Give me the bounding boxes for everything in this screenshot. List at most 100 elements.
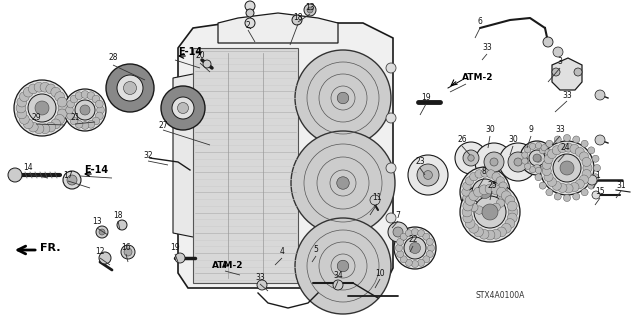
Circle shape — [535, 167, 541, 174]
Circle shape — [460, 182, 520, 242]
Circle shape — [484, 152, 504, 172]
Circle shape — [508, 207, 518, 217]
Circle shape — [386, 113, 396, 123]
Text: 24: 24 — [560, 144, 570, 152]
Circle shape — [58, 103, 68, 113]
Circle shape — [592, 174, 599, 181]
Text: 13: 13 — [305, 4, 315, 12]
Circle shape — [582, 157, 591, 167]
Circle shape — [491, 229, 501, 239]
Circle shape — [485, 230, 495, 240]
Circle shape — [554, 136, 561, 143]
Text: ATM-2: ATM-2 — [212, 261, 244, 270]
Text: 3: 3 — [557, 57, 563, 66]
Circle shape — [529, 143, 536, 150]
Circle shape — [455, 142, 487, 174]
Circle shape — [92, 117, 100, 125]
Circle shape — [482, 204, 498, 220]
Circle shape — [564, 143, 573, 152]
Polygon shape — [552, 58, 582, 90]
Circle shape — [592, 191, 600, 199]
Circle shape — [17, 109, 27, 119]
Circle shape — [418, 230, 424, 237]
Text: 11: 11 — [372, 194, 381, 203]
Text: 31: 31 — [616, 181, 626, 189]
Circle shape — [563, 195, 570, 202]
Circle shape — [575, 180, 584, 189]
Circle shape — [499, 194, 508, 202]
Circle shape — [462, 188, 470, 196]
Circle shape — [388, 222, 408, 242]
Circle shape — [462, 207, 472, 217]
Circle shape — [57, 109, 67, 119]
Circle shape — [87, 92, 95, 100]
Circle shape — [423, 233, 430, 240]
Circle shape — [460, 167, 510, 217]
Circle shape — [588, 182, 595, 189]
Circle shape — [535, 155, 542, 162]
Text: 12: 12 — [95, 248, 105, 256]
Circle shape — [474, 187, 483, 197]
Circle shape — [553, 154, 581, 182]
Circle shape — [51, 119, 61, 129]
Circle shape — [474, 196, 506, 228]
Circle shape — [554, 193, 561, 200]
Circle shape — [501, 191, 511, 201]
Text: ATM-2: ATM-2 — [462, 73, 493, 83]
Circle shape — [70, 117, 78, 125]
Circle shape — [500, 188, 508, 196]
Circle shape — [547, 150, 557, 159]
Circle shape — [337, 260, 349, 272]
Circle shape — [95, 100, 103, 108]
Circle shape — [34, 124, 44, 134]
Text: E-14: E-14 — [178, 47, 202, 57]
Circle shape — [99, 252, 111, 264]
Circle shape — [592, 155, 599, 162]
Circle shape — [541, 145, 547, 151]
Circle shape — [497, 227, 506, 237]
Circle shape — [508, 213, 517, 223]
Circle shape — [17, 97, 27, 107]
Text: 30: 30 — [508, 136, 518, 145]
Circle shape — [64, 89, 106, 131]
Circle shape — [595, 90, 605, 100]
Circle shape — [55, 92, 65, 101]
Text: 2: 2 — [246, 21, 250, 31]
Circle shape — [499, 182, 508, 190]
Bar — [193, 48, 298, 283]
Circle shape — [505, 219, 515, 228]
Text: 33: 33 — [555, 125, 565, 135]
Circle shape — [475, 143, 513, 181]
Circle shape — [426, 238, 433, 245]
Circle shape — [588, 147, 595, 154]
Circle shape — [46, 84, 56, 94]
Circle shape — [553, 47, 563, 57]
Circle shape — [19, 92, 29, 101]
Circle shape — [469, 223, 479, 233]
Circle shape — [23, 87, 33, 97]
Circle shape — [418, 259, 424, 266]
Text: 7: 7 — [396, 211, 401, 219]
Circle shape — [581, 189, 588, 196]
Circle shape — [522, 152, 528, 158]
Text: 6: 6 — [477, 18, 483, 26]
Circle shape — [40, 124, 50, 134]
Text: 13: 13 — [92, 218, 102, 226]
Circle shape — [117, 75, 143, 101]
Circle shape — [161, 86, 205, 130]
Circle shape — [587, 175, 597, 185]
Circle shape — [40, 82, 50, 92]
Circle shape — [463, 201, 473, 211]
Circle shape — [547, 155, 553, 161]
Circle shape — [397, 251, 404, 258]
Circle shape — [552, 181, 561, 190]
Circle shape — [63, 171, 81, 189]
Circle shape — [475, 206, 483, 214]
Circle shape — [508, 201, 517, 211]
Circle shape — [67, 100, 74, 108]
Circle shape — [479, 186, 492, 198]
Circle shape — [76, 92, 83, 100]
Circle shape — [514, 158, 522, 166]
Circle shape — [75, 100, 95, 120]
Circle shape — [23, 119, 33, 129]
